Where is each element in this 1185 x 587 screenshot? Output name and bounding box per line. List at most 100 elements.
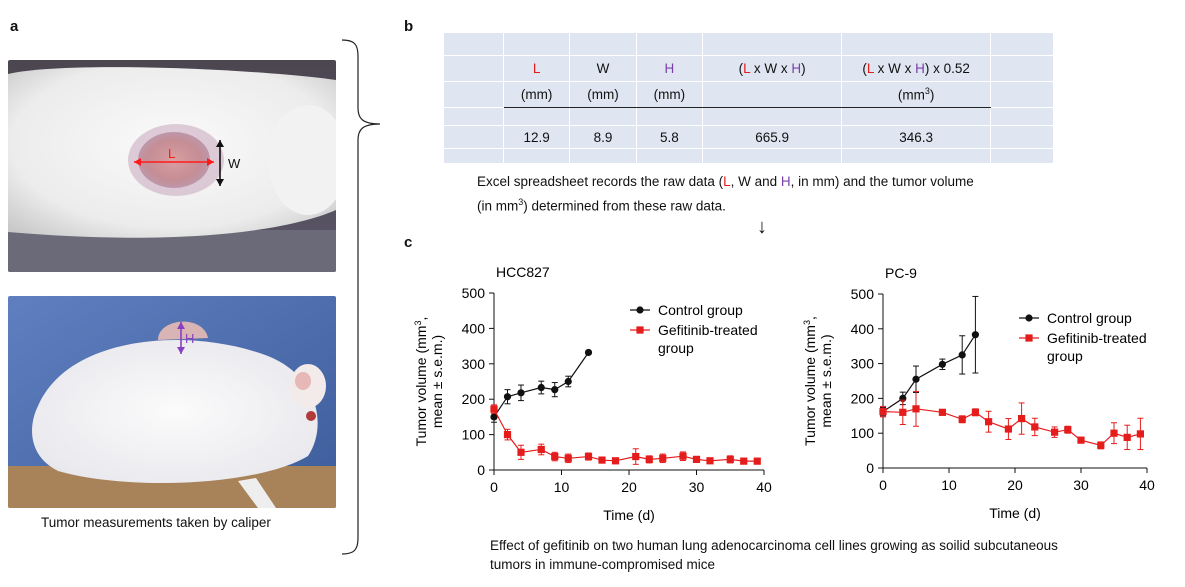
y-tick-label: 400: [462, 320, 486, 336]
gefitinib-data-point: [659, 454, 667, 462]
gefitinib-data-point: [1110, 429, 1118, 437]
gefitinib-data-point: [1123, 433, 1131, 441]
y-axis-label-line2: mean ± s.e.m.): [818, 334, 834, 427]
x-tick-label: 10: [554, 479, 570, 495]
legend-gefitinib-label-line2: group: [658, 340, 694, 356]
y-tick-label: 200: [851, 390, 875, 406]
gefitinib-data-point: [611, 457, 620, 465]
value-volume: 346.3: [841, 125, 992, 149]
control-data-point: [958, 351, 966, 359]
gefitinib-data-point: [537, 445, 545, 454]
gefitinib-data-point: [551, 452, 559, 461]
control-data-point: [971, 331, 979, 339]
x-tick-label: 30: [689, 479, 705, 495]
value-length: 12.9: [502, 125, 571, 149]
control-data-point: [537, 383, 545, 392]
gefitinib-data-point: [1136, 430, 1144, 438]
panel-label-b: b: [404, 18, 414, 35]
x-tick-label: 40: [756, 479, 772, 495]
legend-control-marker: [636, 306, 644, 314]
panel-label-a: a: [10, 18, 19, 35]
caption-a: Tumor measurements taken by caliper: [41, 515, 271, 530]
gefitinib-data-point: [692, 455, 701, 463]
legend-gefitinib-marker: [636, 326, 644, 334]
control-series-line: [882, 334, 976, 413]
gefitinib-data-point: [679, 452, 687, 460]
control-data-point: [938, 360, 946, 368]
gefitinib-data-point: [1031, 423, 1039, 431]
y-tick-label: 0: [477, 462, 485, 478]
hcc827-chart: HCC827 0 100 200 300 400 500 0 10 20 30 40 Time (d) T…: [413, 264, 772, 523]
legend-gefitinib-marker: [1025, 334, 1033, 342]
x-axis-label: Time (d): [989, 505, 1041, 521]
y-axis-label: Tumor volume (mm3,: [413, 317, 429, 447]
x-tick-label: 0: [879, 477, 887, 493]
y-axis-label: Tumor volume (mm3,: [802, 316, 818, 446]
mouse-side-view-photo: H: [8, 296, 336, 508]
down-arrow-icon: ↓: [757, 216, 767, 238]
gefitinib-data-point: [938, 408, 946, 416]
gefitinib-data-point: [1064, 426, 1072, 434]
gefitinib-series-line: [493, 408, 758, 462]
y-tick-label: 100: [851, 425, 875, 441]
panel-label-c: c: [404, 234, 413, 251]
gefitinib-data-point: [517, 448, 525, 456]
control-data-point: [551, 386, 559, 394]
unit-volume: (mm3): [841, 81, 992, 108]
gefitinib-data-point: [740, 457, 748, 465]
y-tick-label: 400: [851, 321, 875, 337]
gefitinib-data-point: [971, 408, 979, 416]
x-tick-label: 0: [490, 479, 498, 495]
control-data-point: [584, 348, 593, 357]
col-header-width: W: [569, 55, 637, 82]
gefitinib-data-point: [490, 405, 498, 413]
mouse-top-view-photo: L W: [8, 60, 336, 272]
legend-gefitinib-label-line2: group: [1047, 348, 1083, 364]
gefitinib-data-point: [1004, 425, 1012, 433]
gefitinib-data-point: [1018, 414, 1026, 423]
gefitinib-data-point: [899, 408, 907, 416]
control-data-point: [503, 393, 512, 401]
x-tick-label: 40: [1139, 477, 1155, 493]
gefitinib-data-point: [564, 454, 572, 462]
gefitinib-data-point: [1097, 441, 1105, 449]
unit-length: (mm): [502, 81, 571, 108]
gefitinib-data-point: [632, 452, 640, 461]
col-header-length: L: [502, 55, 571, 82]
y-axis-label-line2: mean ± s.e.m.): [429, 335, 445, 428]
spreadsheet-description: Excel spreadsheet records the raw data (…: [477, 174, 974, 214]
control-data-point: [912, 375, 920, 383]
unit-width: (mm): [569, 81, 637, 108]
x-tick-label: 20: [1007, 477, 1023, 493]
caption-c: Effect of gefitinib on two human lung ad…: [490, 538, 1058, 572]
y-tick-label: 100: [462, 427, 486, 443]
control-data-point: [490, 413, 498, 421]
legend-control-label: Control group: [658, 302, 743, 318]
value-width: 8.9: [569, 125, 637, 149]
gefitinib-data-point: [958, 415, 966, 423]
y-tick-label: 300: [851, 356, 875, 372]
y-tick-label: 200: [462, 391, 486, 407]
y-tick-label: 500: [462, 285, 486, 301]
brace-connector: [341, 39, 380, 555]
y-tick-label: 300: [462, 356, 486, 372]
col-header-volume: (L x W x H) x 0.52: [841, 55, 992, 82]
pc9-chart: PC-9 0 100 200 300 400 500 0 10 20 30 40 Time (d) Tum…: [802, 265, 1155, 521]
control-data-point: [517, 389, 525, 397]
gefitinib-data-point: [879, 408, 887, 416]
unit-height: (mm): [635, 81, 704, 108]
value-product: 665.9: [702, 125, 843, 149]
legend-gefitinib-label: Gefitinib-treated: [1047, 330, 1147, 346]
gefitinib-data-point: [503, 431, 512, 439]
gefitinib-data-point: [706, 457, 714, 465]
col-header-product: (L x W x H): [702, 55, 843, 82]
gefitinib-data-point: [753, 457, 761, 465]
gefitinib-data-point: [598, 456, 606, 464]
chart-title: PC-9: [885, 265, 917, 281]
value-height: 5.8: [635, 125, 704, 149]
gefitinib-data-point: [1051, 428, 1059, 436]
gefitinib-data-point: [726, 455, 734, 463]
x-tick-label: 30: [1073, 477, 1089, 493]
chart-title: HCC827: [496, 264, 550, 280]
gefitinib-data-point: [985, 418, 993, 426]
